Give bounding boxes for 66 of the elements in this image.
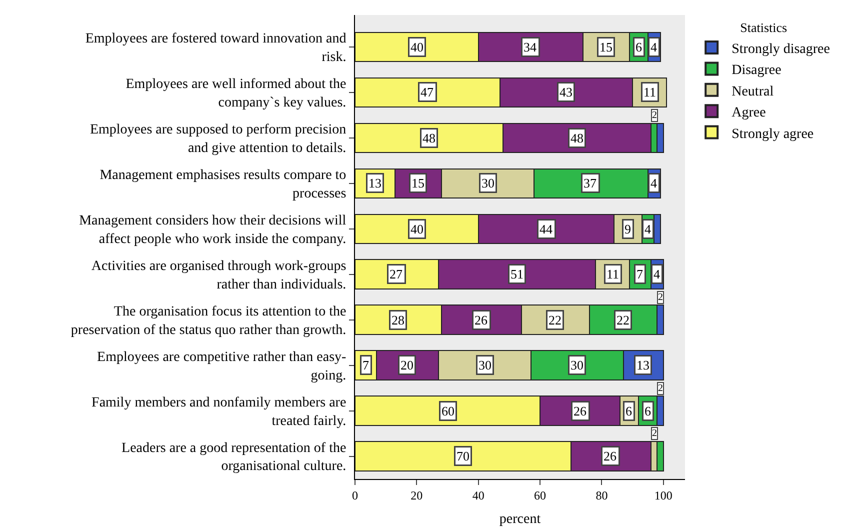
data-label: 4 <box>650 40 658 54</box>
data-label: 6 <box>626 404 632 418</box>
data-label: 2 <box>658 292 663 303</box>
data-label: 26 <box>604 448 617 464</box>
y-tick-label: Employees are competitive rather than easy- going. <box>97 350 347 384</box>
legend-label: Strongly disagree <box>732 42 830 57</box>
data-label: 51 <box>510 266 524 282</box>
legend-label: Disagree <box>732 63 782 78</box>
x-tick-label: 80 <box>596 488 608 502</box>
x-tick-label: 20 <box>410 488 423 502</box>
data-label: 26 <box>474 312 488 328</box>
data-label: 7 <box>362 358 370 372</box>
data-label: 43 <box>560 84 572 100</box>
legend-label: Neutral <box>732 84 774 100</box>
x-tick-label: 0 <box>352 488 358 502</box>
data-label: 28 <box>392 312 404 328</box>
data-label: 47 <box>420 84 434 100</box>
y-tick-label: Employees are supposed to perform precision and give attention to details. <box>90 122 346 156</box>
data-label: 2 <box>658 383 663 394</box>
data-label: 15 <box>412 176 424 190</box>
y-tick-label: The organisation focus its attention to the preservation of the status quo rather than growth. <box>70 304 346 338</box>
y-tick-label: Leaders are a good representation of the organisational culture. <box>122 441 346 474</box>
y-tick-label: Management considers how their decisions will affect people who work inside the company. <box>79 214 346 247</box>
data-label: 26 <box>574 404 587 418</box>
data-label: 13 <box>636 358 650 372</box>
data-label: 11 <box>644 84 656 100</box>
y-tick-label: Employees are well informed about the company`s key values. <box>126 77 346 110</box>
data-label: 6 <box>644 404 652 418</box>
data-label: 30 <box>570 358 584 372</box>
legend-label: Agree <box>732 106 766 121</box>
data-label: 34 <box>524 40 537 54</box>
data-label: 15 <box>600 40 612 54</box>
data-label: 60 <box>442 404 454 418</box>
data-label: 22 <box>548 312 562 328</box>
data-label: 40 <box>410 40 424 54</box>
data-label: 4 <box>644 222 652 236</box>
data-label: 6 <box>636 40 642 54</box>
y-tick-label: Activities are organised through work-groups rather than individuals. <box>91 259 346 292</box>
data-label: 4 <box>650 176 658 190</box>
data-label: 2 <box>652 110 657 121</box>
data-label: 11 <box>606 266 620 282</box>
data-label: 48 <box>422 130 436 146</box>
x-tick-label: 40 <box>472 488 484 502</box>
y-tick-label: Family members and nonfamily members are treated fairly. <box>92 396 346 429</box>
data-label: 30 <box>478 358 492 372</box>
legend-title: Statistics <box>740 20 788 35</box>
data-label: 4 <box>654 266 660 282</box>
data-label: 9 <box>624 222 631 236</box>
data-label: 70 <box>456 448 470 464</box>
data-label: 20 <box>400 358 414 372</box>
data-label: 44 <box>540 222 553 236</box>
data-label: 27 <box>390 266 403 282</box>
data-label: 22 <box>616 312 630 328</box>
data-label: 40 <box>410 222 424 236</box>
x-axis-title: percent <box>499 512 541 527</box>
x-tick-label: 60 <box>534 488 546 502</box>
data-label: 7 <box>636 266 644 282</box>
data-label: 48 <box>570 130 584 146</box>
data-label: 13 <box>368 176 382 190</box>
y-tick-label: Management emphasises results compare to processes <box>100 168 346 202</box>
data-label: 2 <box>652 428 657 439</box>
data-label: 37 <box>584 176 597 190</box>
y-tick-label: Employees are fostered toward innovation and risk. <box>85 32 346 65</box>
legend-label: Strongly agree <box>732 126 814 142</box>
x-tick-label: 100 <box>654 488 672 502</box>
data-label: 30 <box>482 176 494 190</box>
